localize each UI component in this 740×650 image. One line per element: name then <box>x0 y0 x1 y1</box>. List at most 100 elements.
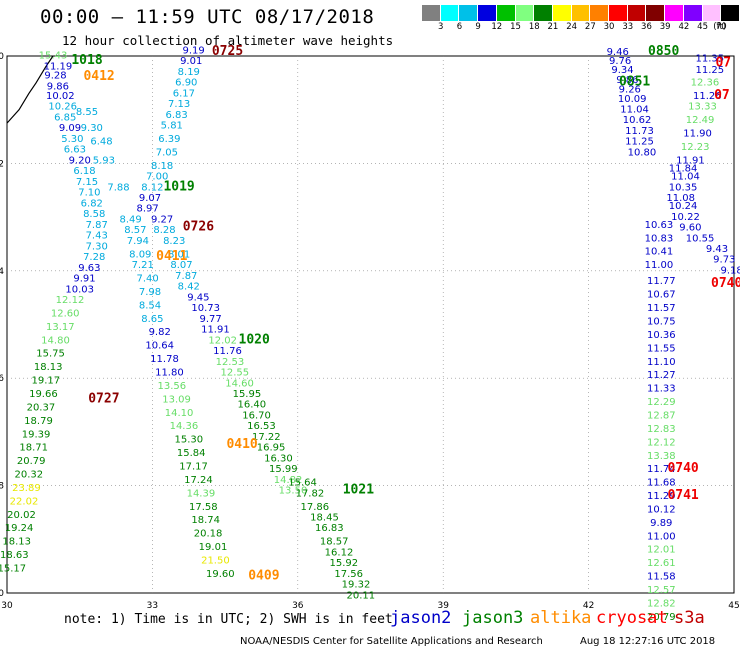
wave-height-value: 12.82 <box>647 598 676 609</box>
wave-height-value: 12.12 <box>647 437 676 448</box>
wave-height-value: 19.24 <box>5 523 34 534</box>
wave-height-value: 11.04 <box>671 172 700 183</box>
legend-altika: altika <box>530 608 592 628</box>
wave-height-value: 19.01 <box>199 542 228 553</box>
wave-height-value: 15.30 <box>174 435 203 446</box>
wave-height-value: 15.92 <box>329 558 358 569</box>
wave-height-value: 8.97 <box>136 204 158 215</box>
pass-time-label: 0740 <box>711 276 740 291</box>
wave-height-value: 8.01 <box>168 249 190 260</box>
wave-height-value: 12.57 <box>647 585 676 596</box>
wave-height-value: 7.43 <box>86 231 108 242</box>
wave-height-value: 20.37 <box>27 402 56 413</box>
wave-height-value: 10.80 <box>628 147 657 158</box>
coastline <box>6 55 54 124</box>
color-swatch <box>496 5 516 21</box>
wave-height-value: 11.25 <box>695 65 724 76</box>
x-tick-label: 36 <box>292 601 304 611</box>
y-tick-label: -34 <box>0 267 4 277</box>
wave-height-value: 11.26 <box>693 91 722 102</box>
wave-height-value: 12.12 <box>56 295 85 306</box>
color-scale-label: 42 <box>678 22 690 32</box>
wave-height-value: 10.67 <box>647 290 676 301</box>
wave-height-value: 12.53 <box>216 357 245 368</box>
wave-height-value: 7.00 <box>146 172 168 183</box>
wave-height-value: 12.23 <box>681 142 710 153</box>
pass-time-label: 1019 <box>163 179 194 194</box>
legend-jason3: jason3 <box>462 608 524 628</box>
color-scale-label: 70 <box>715 22 727 32</box>
wave-height-value: 9.07 <box>139 193 161 204</box>
wave-height-value: 7.10 <box>78 188 100 199</box>
wave-height-value: 11.19 <box>44 61 73 72</box>
wave-height-value: 6.90 <box>175 78 197 89</box>
color-swatch <box>627 5 647 21</box>
pass-time-label: 0741 <box>667 488 698 503</box>
wave-height-value: 8.12 <box>141 182 163 193</box>
wave-height-value: 9.45 <box>187 292 209 303</box>
wave-height-value: 19.32 <box>342 580 371 591</box>
legend-s3a: s3a <box>674 608 705 628</box>
wave-height-value: 7.94 <box>127 236 149 247</box>
wave-height-value: 18.13 <box>34 362 63 373</box>
wave-height-value: 10.26 <box>48 102 77 113</box>
wave-height-value: 11.27 <box>647 370 676 381</box>
pass-time-label: 0411 <box>156 249 187 264</box>
wave-height-value: 18.74 <box>191 515 220 526</box>
wave-height-value: 19.60 <box>206 569 235 580</box>
color-swatch <box>665 5 684 21</box>
wave-height-value: 11.00 <box>645 260 674 271</box>
wave-height-value: 11.04 <box>620 104 649 115</box>
wave-height-value: 10.12 <box>647 505 676 516</box>
wave-height-value: 7.30 <box>86 241 108 252</box>
y-tick-label: -30 <box>0 52 4 62</box>
wave-height-value: 9.18 <box>720 266 740 277</box>
wave-height-value: 12.83 <box>647 424 676 435</box>
color-scale-label: 21 <box>547 22 559 32</box>
wave-height-value: 11.10 <box>647 357 676 368</box>
color-scale-label: 36 <box>641 22 652 32</box>
wave-height-value: 11.80 <box>155 368 184 379</box>
wave-height-value: 10.36 <box>647 330 676 341</box>
wave-height-value: 13.09 <box>162 394 191 405</box>
page-subtitle: 12 hour collection of altimeter wave hei… <box>62 33 394 48</box>
y-tick-label: -36 <box>0 374 4 384</box>
wave-height-value: 23.89 <box>12 483 41 494</box>
wave-height-value: 8.65 <box>141 314 163 325</box>
wave-height-value: 11.25 <box>625 137 654 148</box>
pass-time-label: 1021 <box>343 483 374 498</box>
wave-height-value: 16.40 <box>237 400 266 411</box>
wave-height-value: 8.42 <box>178 282 200 293</box>
wave-height-value: 6.83 <box>165 110 187 121</box>
wave-height-value: 11.08 <box>666 193 695 204</box>
wave-height-value: 17.22 <box>252 432 281 443</box>
wave-height-value: 9.34 <box>611 65 633 76</box>
wave-height-value: 11.78 <box>150 354 179 365</box>
wave-height-value: 12.55 <box>220 368 249 379</box>
color-swatch <box>422 5 441 21</box>
wave-height-value: 11.84 <box>669 164 698 175</box>
wave-height-value: 13.56 <box>157 381 186 392</box>
wave-height-value: 6.85 <box>54 112 76 123</box>
x-tick-label: 42 <box>583 601 594 611</box>
color-swatch <box>683 5 703 21</box>
wave-height-value: 14.39 <box>187 488 216 499</box>
wave-height-value: 7.87 <box>175 271 197 282</box>
wave-height-value: 15.43 <box>39 51 68 62</box>
wave-height-value: 9.43 <box>706 244 728 255</box>
pass-time-label: 0851 <box>619 75 650 90</box>
wave-height-value: 6.39 <box>158 134 180 145</box>
pass-time-label: 0850 <box>648 44 679 59</box>
wave-height-value: 16.12 <box>325 547 354 558</box>
y-tick-label: -32 <box>0 159 4 169</box>
wave-height-value: 22.02 <box>10 496 39 507</box>
color-scale-bar <box>422 5 740 21</box>
wave-height-value: 21.50 <box>201 556 230 567</box>
wave-height-value: 9.60 <box>679 223 701 234</box>
wave-height-value: 19.66 <box>29 389 58 400</box>
wave-height-value: 16.53 <box>247 421 276 432</box>
wave-height-value: 11.90 <box>683 129 712 140</box>
wave-height-value: 7.15 <box>76 177 98 188</box>
color-swatch <box>609 5 628 21</box>
color-swatch <box>552 5 572 21</box>
